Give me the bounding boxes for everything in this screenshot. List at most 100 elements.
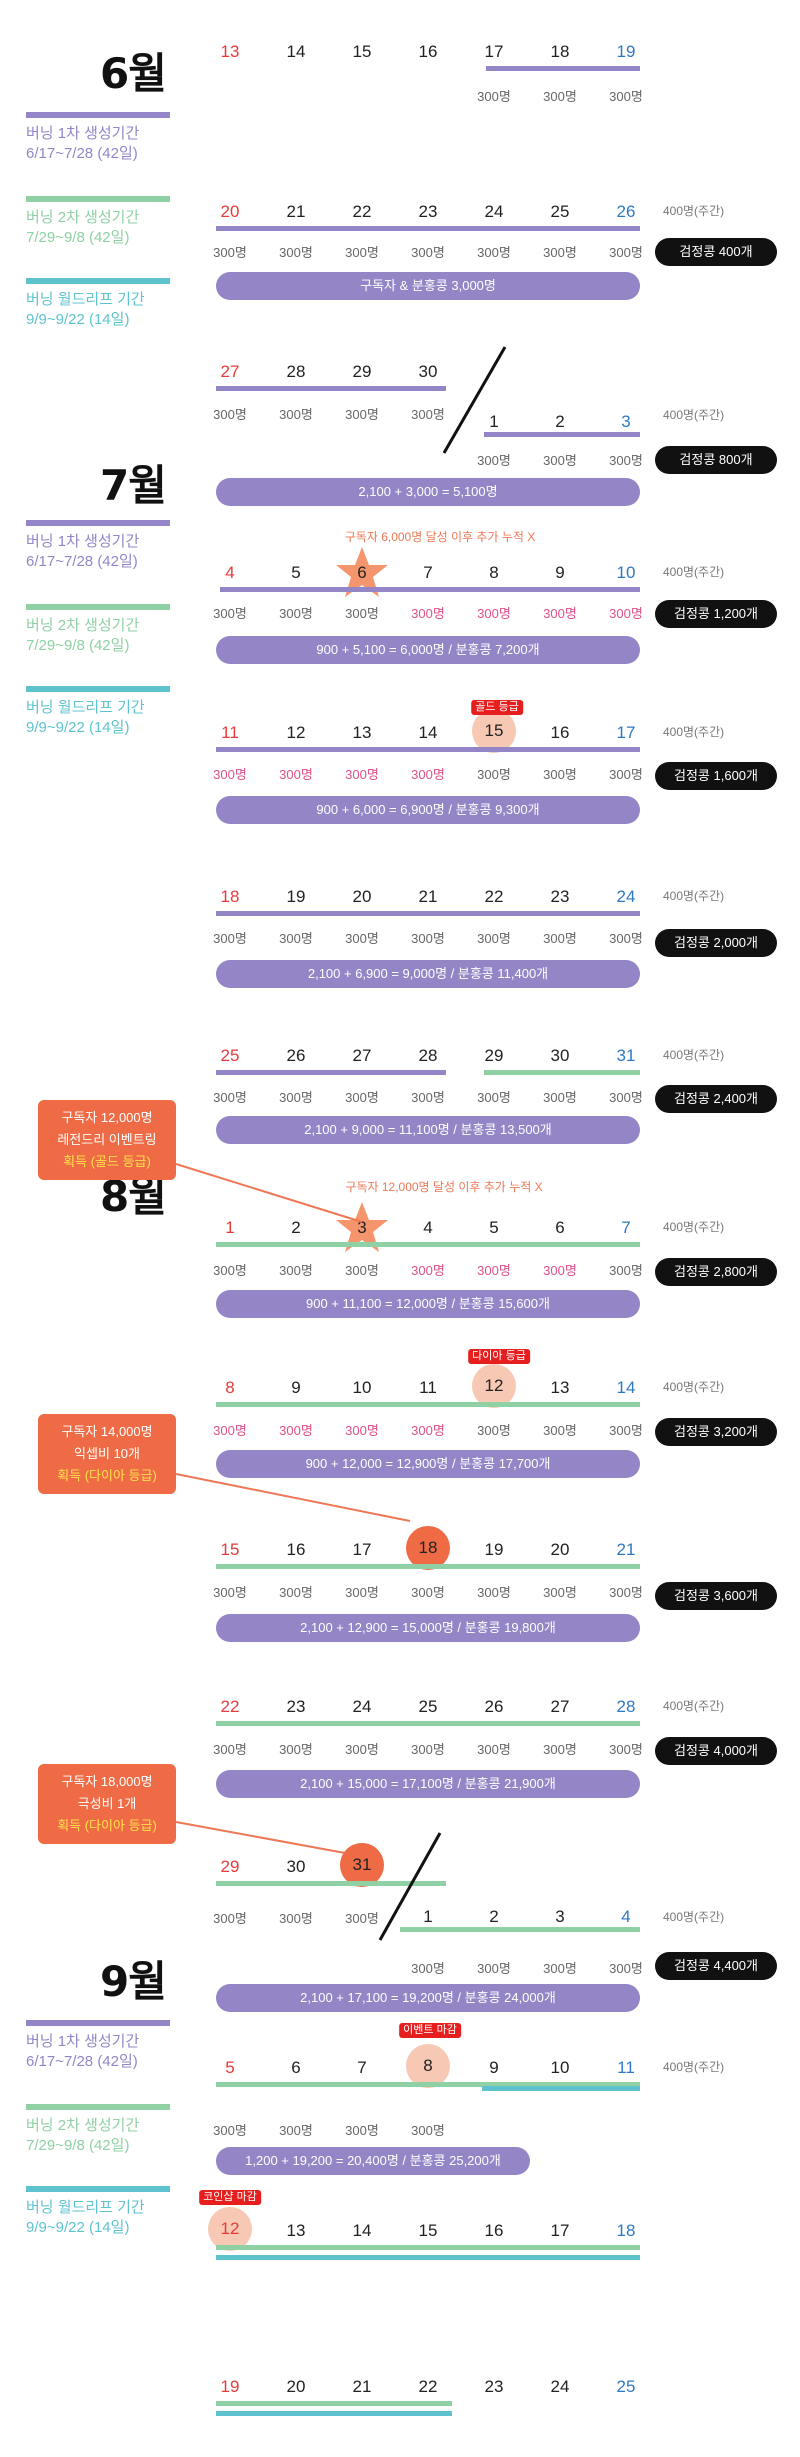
timeline-line [484,432,640,437]
day-cell: 18 [406,1526,450,1570]
count-cell: 300명 [411,1263,445,1278]
count-cell: 300명 [609,1263,643,1278]
count-cell: 300명 [543,245,577,260]
day-cell: 2 [291,1218,301,1237]
day-cell: 7 [621,1218,631,1237]
day-cell: 11 [617,2058,635,2077]
count-cell: 300명 [477,89,511,104]
count-cell: 300명 [345,931,379,946]
day-cell: 24 [484,202,504,221]
day-cell: 1 [489,412,499,431]
day-cell: 14 [418,723,438,742]
count-cell: 300명 [411,606,445,621]
count-cell: 300명 [411,1423,445,1438]
count-cell: 300명 [543,1423,577,1438]
reward-note-extreme: 구독자 18,000명 극성비 1개 획득 (다이아 등급) [38,1764,176,1844]
legend-text-burning2: 버닝 2차 생성기간 7/29~9/8 (42일) [26,617,140,654]
count-cell: 300명 [477,1742,511,1757]
summary-pill: 2,100 + 3,000 = 5,100명 [216,478,640,506]
summary-pill: 2,100 + 15,000 = 17,100명 / 분홍콩 21,900개 [216,1770,640,1798]
count-cell: 300명 [213,1585,247,1600]
black-bean-reward: 검정콩 1,600개 [655,762,777,790]
day-cell: 6 [357,563,367,582]
note-grade: 획득 (다이아 등급) [57,1818,157,1833]
count-cell: 300명 [609,1423,643,1438]
weekly-label: 400명(주간) [663,1910,725,1924]
day-cell: 1 [423,1907,433,1926]
day-cell: 4 [621,1907,631,1926]
day-cell: 29 [352,362,372,381]
summary-pill: 900 + 11,100 = 12,000명 / 분홍콩 15,600개 [216,1290,640,1318]
day-cell: 25 [550,202,570,221]
day-cell: 8 [489,563,499,582]
weekly-label: 400명(주간) [663,725,725,739]
count-cell: 300명 [213,931,247,946]
count-cell: 300명 [279,1911,313,1926]
count-cell: 300명 [279,245,313,260]
count-cell: 300명 [609,606,643,621]
day-cell: 2 [489,1907,499,1926]
day-cell: 13 [220,42,240,61]
count-cell: 300명 [345,2123,379,2138]
timeline-line [216,1564,640,1569]
day-cell: 10 [550,2058,570,2077]
legend-text-worldleap: 버닝 월드리프 기간 9/9~9/22 (14일) [26,2199,145,2236]
count-cell: 300명 [279,1585,313,1600]
day-cell: 28 [616,1697,636,1716]
count-cell: 300명 [345,1090,379,1105]
summary-pill: 2,100 + 12,900 = 15,000명 / 분홍콩 19,800개 [216,1614,640,1642]
timeline-line [220,587,640,592]
day-cell: 5 [489,1218,499,1237]
count-cell: 300명 [543,1585,577,1600]
count-cell: 300명 [609,1742,643,1757]
day-cell: 12 [286,723,306,742]
day-cell: 15 [220,1540,240,1559]
day-cell: 7 [423,563,433,582]
count-cell: 300명 [609,1961,643,1976]
note-grade: 획득 (골드 등급) [63,1154,151,1169]
day-cell: 17 [484,42,504,61]
day-cell: 24 [616,887,636,906]
count-cell: 300명 [543,931,577,946]
count-cell: 300명 [543,1090,577,1105]
note-line: 익셉비 10개 [74,1446,140,1461]
count-cell: 300명 [411,407,445,422]
weekly-label: 400명(주간) [663,1380,725,1394]
weekly-label: 400명(주간) [663,565,725,579]
count-cell: 300명 [411,1090,445,1105]
day-cell: 30 [286,1857,306,1876]
day-cell: 16 [484,2221,504,2240]
day-cell: 3 [357,1218,367,1237]
day-cell: 29 [220,1857,240,1876]
weekly-label: 400명(주간) [663,1048,725,1062]
count-cell: 300명 [345,1911,379,1926]
timeline-line [216,911,640,916]
black-bean-reward: 검정콩 4,400개 [655,1952,777,1980]
timeline-line [400,1927,640,1932]
day-cell: 2 [555,412,565,431]
summary-pill: 구독자 & 분홍콩 3,000명 [216,272,640,300]
star-icon [334,545,390,601]
day-cell: 10 [616,563,636,582]
count-cell: 300명 [609,89,643,104]
day-cell: 23 [418,202,438,221]
count-cell: 300명 [411,245,445,260]
weekly-label: 400명(주간) [663,2060,725,2074]
legend-text-burning1: 버닝 1차 생성기간 6/17~7/28 (42일) [26,533,140,570]
count-cell: 300명 [609,1090,643,1105]
count-cell: 300명 [213,767,247,782]
timeline-line [486,66,640,71]
count-cell: 300명 [213,1742,247,1757]
day-cell: 22 [352,202,372,221]
tag-coinshop-end: 코인샵 마감 [199,2190,261,2205]
day-cell: 16 [286,1540,306,1559]
week-split-slash [442,346,507,454]
star-icon [334,1200,390,1256]
legend-text-burning2: 버닝 2차 생성기간 7/29~9/8 (42일) [26,209,140,246]
count-cell: 300명 [279,1423,313,1438]
day-cell: 26 [286,1046,306,1065]
day-cell: 17 [550,2221,570,2240]
day-cell: 23 [484,2377,504,2396]
reward-note-legendary-ring: 구독자 12,000명 레전드리 이벤트링 획득 (골드 등급) [38,1100,176,1180]
timeline-line [216,2411,452,2416]
